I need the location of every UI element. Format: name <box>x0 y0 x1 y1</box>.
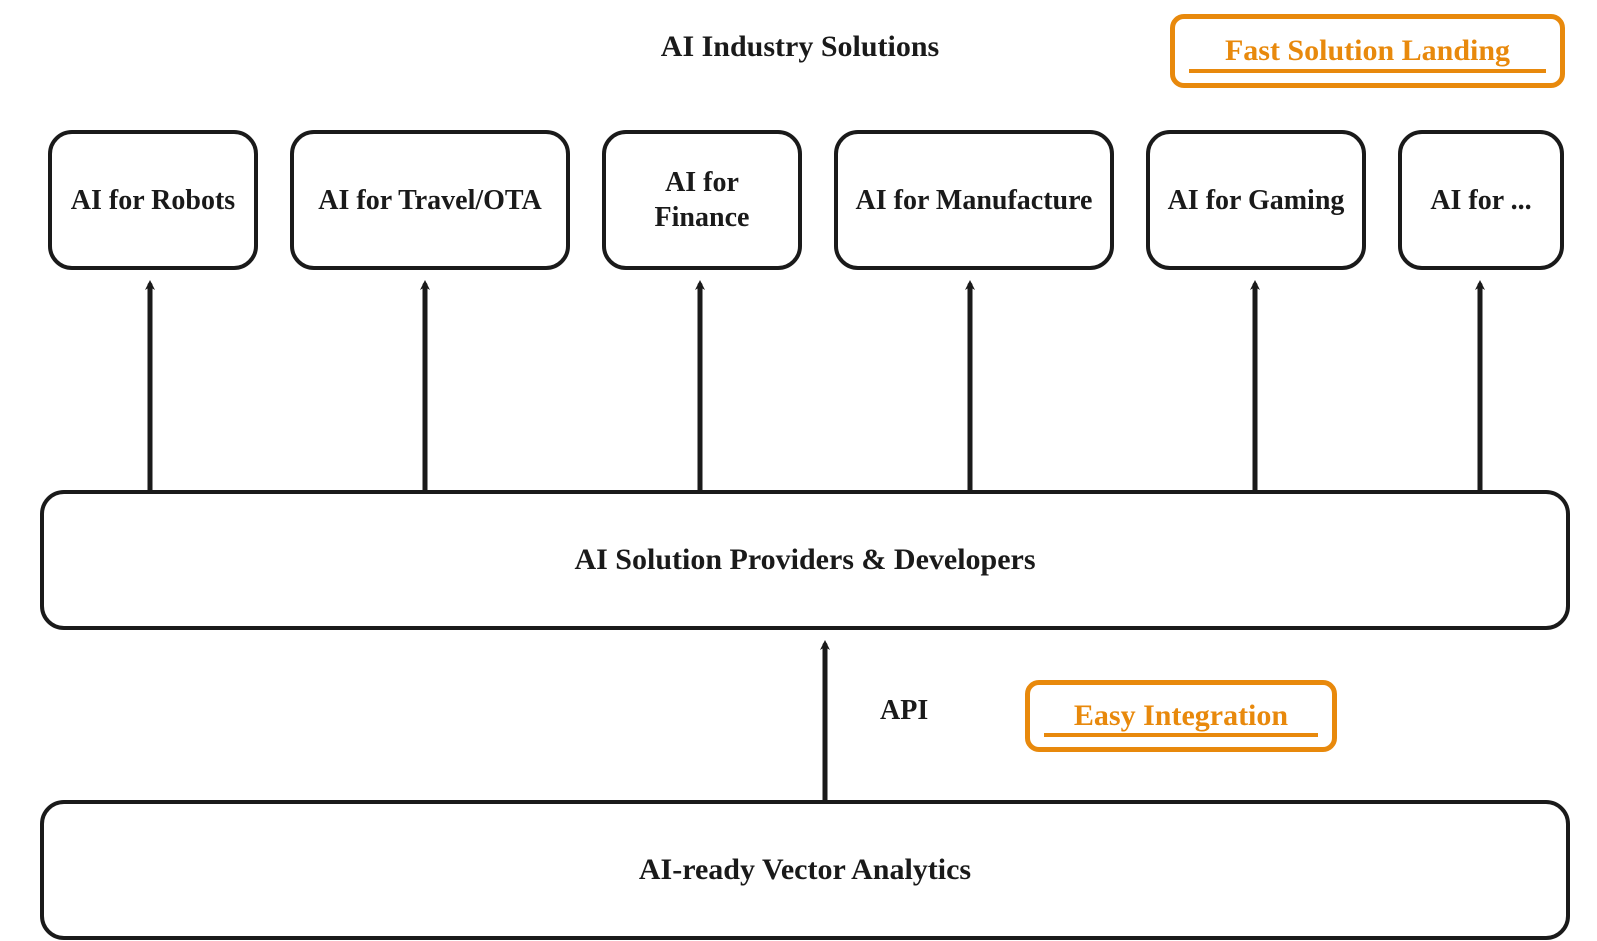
diagram-title: AI Industry Solutions <box>620 30 980 64</box>
box-label: AI for Manufacture <box>856 183 1093 218</box>
box-label: AI for Travel/OTA <box>318 183 541 218</box>
box-label: AI for Robots <box>71 183 235 218</box>
callout-easy-integration: Easy Integration <box>1025 680 1337 752</box>
box-ai-for-travel-ota: AI for Travel/OTA <box>290 130 570 270</box>
box-ai-for-gaming: AI for Gaming <box>1146 130 1366 270</box>
callout-underline <box>1189 69 1546 73</box>
box-solution-providers: AI Solution Providers & Developers <box>40 490 1570 630</box>
callout-fast-solution-landing: Fast Solution Landing <box>1170 14 1565 88</box>
api-label: API <box>880 695 928 727</box>
box-label: AI Solution Providers & Developers <box>574 541 1035 579</box>
callout-underline <box>1044 733 1318 737</box>
box-label: AI-ready Vector Analytics <box>639 851 971 889</box>
box-ai-for-more: AI for ... <box>1398 130 1564 270</box>
box-label: AI for Finance <box>622 165 782 235</box>
diagram-canvas: AI Industry Solutions Fast Solution Land… <box>0 0 1597 941</box>
box-ai-for-manufacture: AI for Manufacture <box>834 130 1114 270</box>
callout-label: Fast Solution Landing <box>1225 34 1510 68</box>
box-ai-for-robots: AI for Robots <box>48 130 258 270</box>
box-label: AI for Gaming <box>1168 183 1345 218</box>
callout-label: Easy Integration <box>1074 699 1288 733</box>
box-ai-ready-vector: AI-ready Vector Analytics <box>40 800 1570 940</box>
box-ai-for-finance: AI for Finance <box>602 130 802 270</box>
box-label: AI for ... <box>1430 183 1531 218</box>
